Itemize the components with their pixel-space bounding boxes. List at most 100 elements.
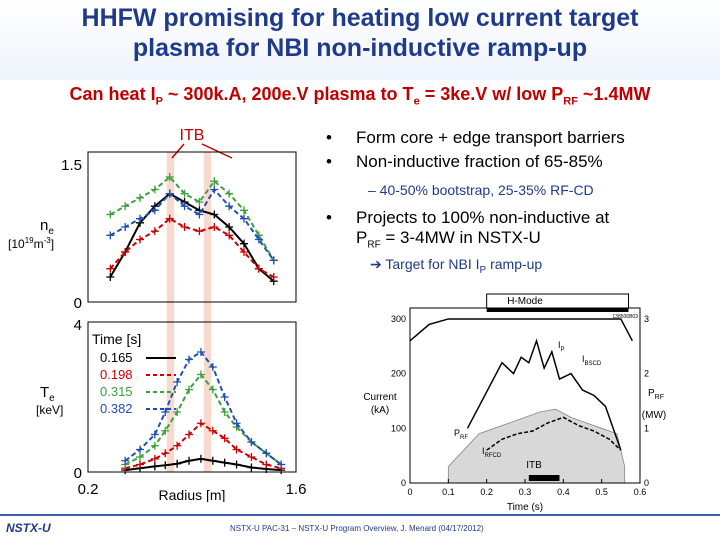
te-ytick-top: 4 (74, 317, 82, 334)
irfcd-line (486, 416, 622, 451)
itb-band-0 (166, 152, 175, 472)
ne-point-3-0 (106, 231, 115, 240)
trace-xtick-label-0: 0 (407, 487, 412, 497)
te-point-1-7 (208, 426, 217, 435)
subtitle-sub-b: e (413, 95, 420, 108)
trace-xtick-label-2: 0.2 (480, 487, 493, 497)
arrow-bullet-a: ➔ Target for NBI I (370, 256, 480, 272)
slide-subtitle: Can heat IP ~ 300k.A, 200e.V plasma to T… (0, 84, 720, 108)
te-point-3-1 (136, 445, 144, 454)
ne-point-1-10 (254, 264, 263, 273)
trace-xtick-label-4: 0.4 (557, 487, 570, 497)
te-point-3-10 (247, 438, 256, 446)
te-point-2-6 (196, 370, 205, 379)
te-point-1-1 (136, 460, 144, 469)
ne-point-1-3 (150, 227, 159, 236)
xtick-left: 0.2 (78, 481, 99, 498)
ne-series-2 (109, 175, 275, 261)
xtick-right: 1.6 (286, 481, 307, 498)
te-point-2-7 (208, 385, 217, 394)
legend-label-0: 0.165 (100, 350, 133, 365)
ne-point-1-11 (269, 273, 278, 281)
ne-point-3-10 (254, 235, 263, 244)
te-point-3-5 (185, 355, 194, 364)
te-point-1-2 (150, 454, 159, 463)
legend-label-3: 0.382 (100, 401, 133, 416)
trace-ytick-label-1: 200 (391, 369, 406, 379)
te-point-0-10 (247, 463, 256, 472)
ne-point-1-8 (225, 231, 234, 240)
te-point-3-2 (150, 430, 159, 439)
te-point-3-9 (232, 419, 241, 428)
ne-ylabel-units: [1019m-3] (8, 236, 54, 251)
trace-ylabel-line2: (kA) (371, 405, 389, 416)
trace-ylabel-line1: Current (363, 392, 397, 403)
te-point-1-11 (262, 460, 271, 469)
ne-point-1-1 (121, 248, 130, 256)
ne-point-2-3 (150, 185, 159, 194)
label-irfcd: IRFCD (482, 446, 502, 459)
ne-series-0 (109, 192, 275, 282)
arrow-bullet: ➔ Target for NBI IP ramp-up (370, 256, 542, 276)
te-point-3-11 (262, 449, 271, 458)
ne-point-1-9 (240, 248, 248, 256)
subtitle-sub-a: P (155, 95, 163, 108)
trace-xtick-label-6: 0.6 (634, 487, 647, 497)
te-point-3-4 (173, 378, 182, 386)
bullet-3-sub: RF (367, 239, 381, 251)
ne-point-0-8 (225, 223, 234, 231)
legend-label-1: 0.198 (100, 367, 133, 382)
trace-y2tick-label-1: 2 (644, 369, 649, 379)
itb-arrow-right (201, 143, 233, 159)
ne-point-2-1 (121, 202, 130, 211)
trace-y2label-units: (MW) (642, 410, 666, 421)
slide-title-line1: HHFW promising for heating low current t… (81, 4, 639, 32)
te-point-0-5 (185, 456, 194, 465)
bullet-3-part-a: P (356, 228, 368, 247)
itb-label-left: ITB (180, 127, 205, 144)
trace-ytick-label-0: 300 (391, 314, 406, 324)
ne-point-1-6 (195, 227, 204, 236)
te-ylabel: Te (40, 384, 55, 404)
ne-point-3-5 (180, 202, 189, 211)
te-point-0-9 (232, 460, 241, 469)
ne-point-1-7 (210, 223, 219, 231)
trace-xtick-label-3: 0.3 (519, 487, 532, 497)
trace-ticks: 0 0.1 0.2 0.3 0.4 0.5 0.6 300 200 100 0 3 2 1 0 (391, 314, 649, 497)
label-ibscd: IBSCD (582, 354, 602, 367)
label-ip: IP (558, 340, 565, 353)
itb-band-1 (203, 152, 212, 472)
te-point-1-9 (232, 445, 241, 454)
ne-point-2-7 (210, 177, 219, 186)
ne-point-0-9 (240, 239, 248, 248)
ne-point-2-8 (225, 189, 234, 198)
sub-bullet-1: – 40-50% bootstrap, 25-35% RF-CD (368, 182, 594, 198)
bullet-1-text: Form core + edge transport barriers (356, 128, 625, 147)
ne-point-3-3 (150, 206, 159, 215)
itb-arrow-left (171, 143, 185, 159)
density-plot-frame (87, 151, 297, 303)
label-prf: PRF (454, 428, 468, 441)
subtitle-sub-c: RF (563, 95, 578, 108)
te-point-3-12 (277, 460, 286, 469)
te-point-2-2 (150, 441, 159, 450)
ne-series-1 (109, 217, 275, 278)
ne-point-3-2 (136, 214, 144, 223)
te-point-1-8 (220, 434, 229, 443)
ip-line (409, 318, 633, 342)
arrow-bullet-sub: P (479, 264, 487, 276)
te-point-3-8 (220, 393, 229, 401)
te-point-2-8 (220, 408, 229, 416)
legend-title: Time [s] (92, 331, 141, 347)
subtitle-part-a: Can heat I (69, 84, 156, 104)
bullet-3-text-line1: Projects to 100% non-inductive at (356, 208, 610, 227)
ne-point-2-9 (240, 206, 248, 215)
x-axis-label: Radius [m] (159, 487, 226, 502)
ne-series-3 (109, 187, 275, 261)
temperature-series (121, 348, 286, 475)
bullet-dot: • (326, 128, 332, 147)
ne-point-0-7 (210, 210, 219, 219)
ibscd-line (466, 338, 622, 451)
bullet-3-part-b: = 3-4MW in NSTX-U (380, 228, 541, 247)
bullet-dot: • (326, 208, 332, 227)
